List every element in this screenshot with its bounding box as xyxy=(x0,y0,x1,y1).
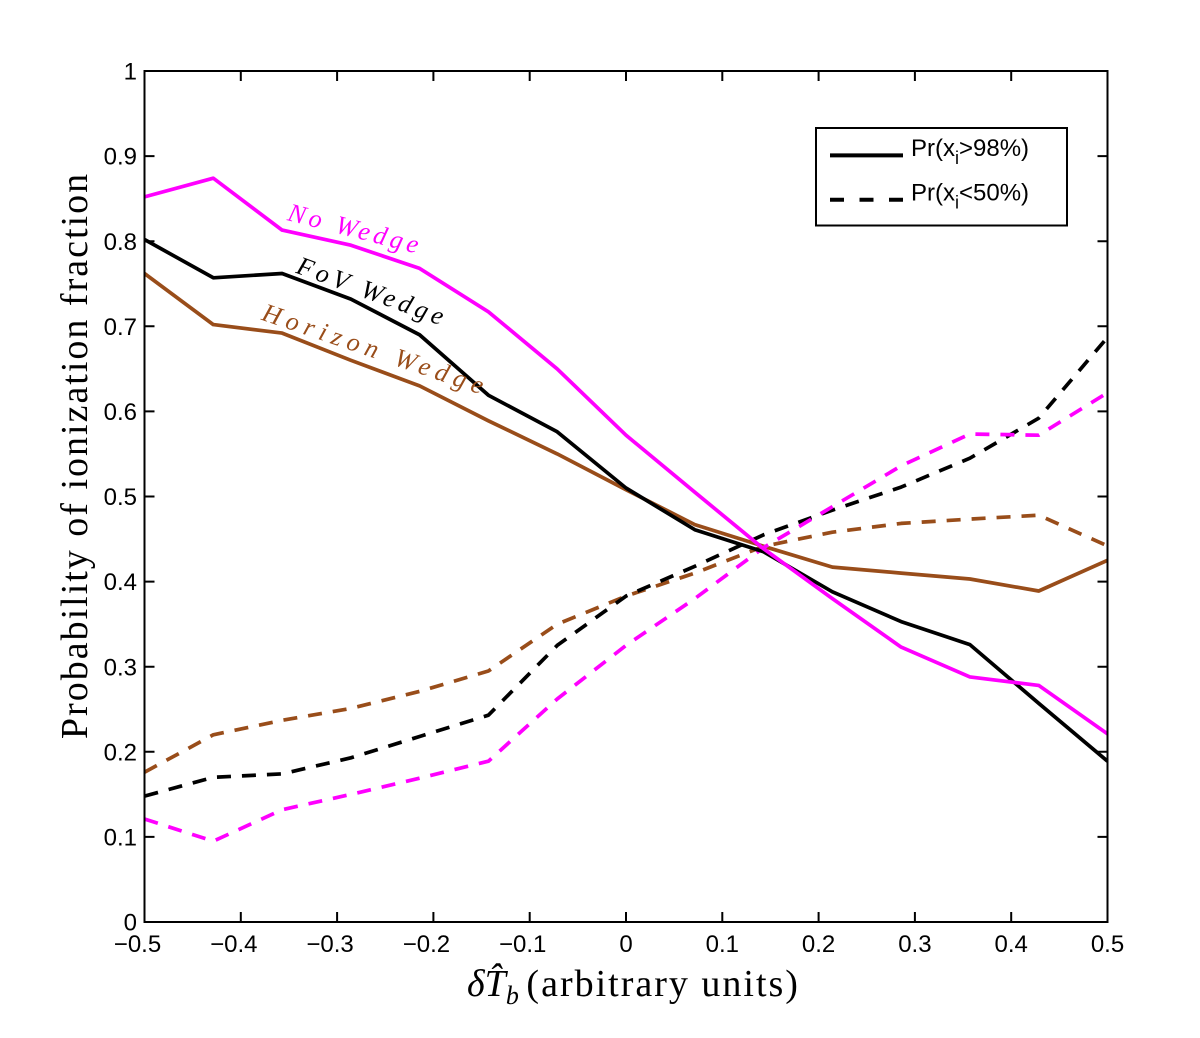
svg-text:0.5: 0.5 xyxy=(1091,931,1124,958)
svg-text:Probability of ionization frac: Probability of ionization fraction xyxy=(54,172,96,739)
svg-text:0.1: 0.1 xyxy=(706,931,739,958)
svg-text:0.4: 0.4 xyxy=(995,931,1028,958)
svg-text:0.5: 0.5 xyxy=(104,484,137,511)
svg-text:0.3: 0.3 xyxy=(104,654,137,681)
svg-text:1: 1 xyxy=(124,59,137,86)
svg-text:−0.1: −0.1 xyxy=(499,931,546,958)
svg-text:0: 0 xyxy=(619,931,632,958)
svg-text:δT̂b (arbitrary units): δT̂b (arbitrary units) xyxy=(467,963,800,1010)
svg-text:0.3: 0.3 xyxy=(898,931,931,958)
svg-text:0.6: 0.6 xyxy=(104,399,137,426)
svg-text:−0.4: −0.4 xyxy=(210,931,257,958)
svg-text:−0.5: −0.5 xyxy=(114,931,161,958)
svg-text:−0.2: −0.2 xyxy=(403,931,450,958)
svg-text:0.4: 0.4 xyxy=(104,569,137,596)
svg-text:0.2: 0.2 xyxy=(104,739,137,766)
svg-text:0.8: 0.8 xyxy=(104,229,137,256)
svg-text:0: 0 xyxy=(124,910,137,937)
svg-text:0.1: 0.1 xyxy=(104,825,137,852)
svg-text:0.9: 0.9 xyxy=(104,144,137,171)
svg-text:0.7: 0.7 xyxy=(104,314,137,341)
svg-text:−0.3: −0.3 xyxy=(306,931,353,958)
svg-text:0.2: 0.2 xyxy=(802,931,835,958)
